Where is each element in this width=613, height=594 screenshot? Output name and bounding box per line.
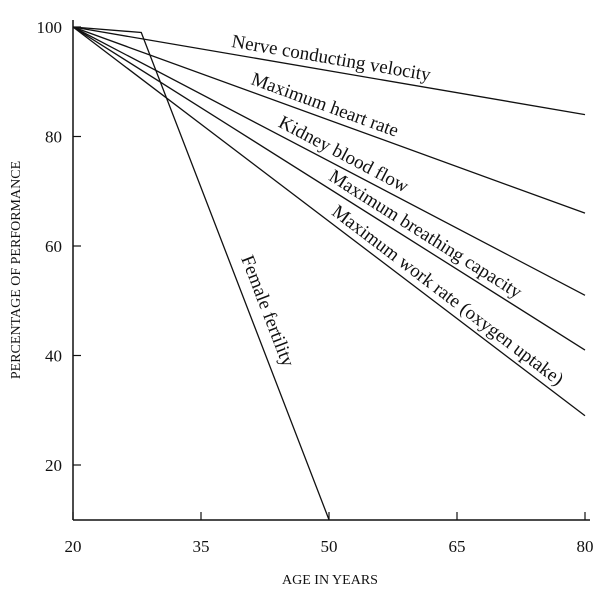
series-line — [72, 26, 586, 417]
series-line — [72, 26, 330, 520]
y-tick-label: 100 — [37, 18, 63, 37]
y-tick-label: 60 — [45, 237, 62, 256]
x-axis-label: AGE IN YEARS — [282, 573, 378, 588]
series-line — [72, 26, 586, 116]
series-line — [72, 26, 586, 296]
x-tick-label: 20 — [65, 537, 82, 556]
y-tick-label: 40 — [45, 347, 62, 366]
x-tick-label: 65 — [449, 537, 466, 556]
series-label: Maximum work rate (oxygen uptake) — [328, 201, 568, 390]
y-tick-label: 20 — [45, 456, 62, 475]
series-label: Female fertility — [236, 252, 298, 370]
series-line — [72, 26, 586, 214]
x-tick-label: 35 — [193, 537, 210, 556]
y-axis-label: PERCENTAGE OF PERFORMANCE — [9, 161, 24, 379]
y-tick-label: 80 — [45, 128, 62, 147]
series-line — [72, 26, 586, 351]
x-tick-label: 80 — [577, 537, 594, 556]
x-tick-label: 50 — [321, 537, 338, 556]
